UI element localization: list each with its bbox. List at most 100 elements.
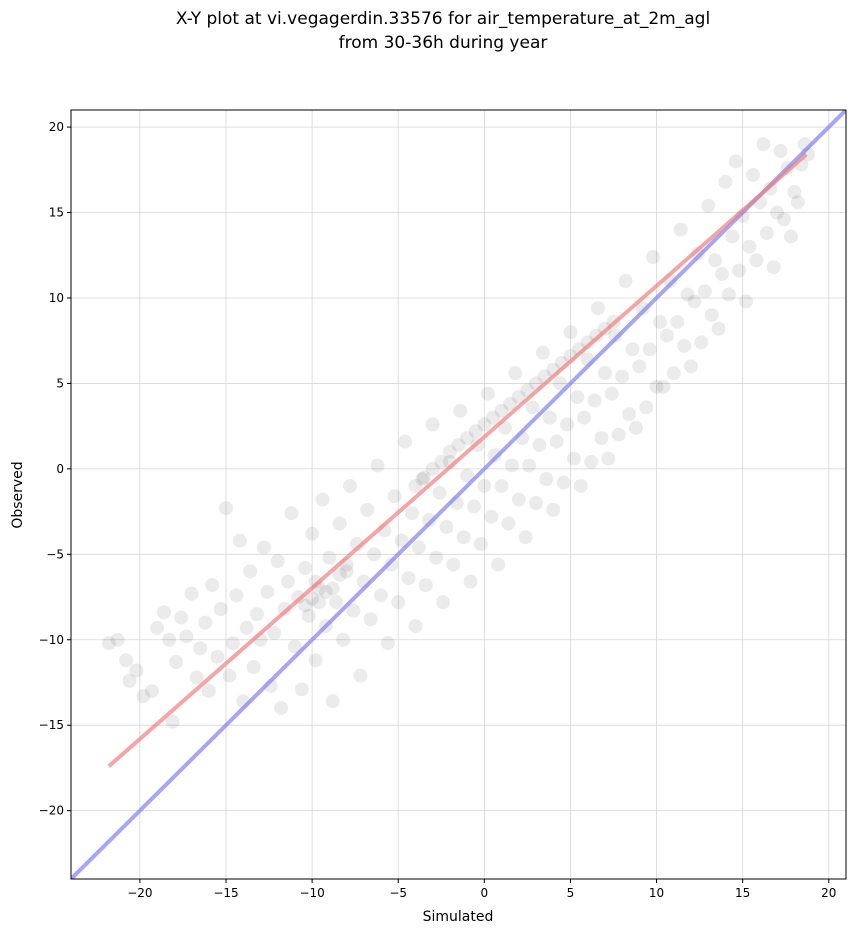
scatter-point: [494, 478, 509, 493]
scatter-point: [529, 496, 543, 511]
scatter-point: [749, 253, 764, 268]
scatter-point: [704, 308, 719, 323]
scatter-point: [589, 328, 604, 343]
scatter-point: [411, 540, 426, 555]
x-tick-label: −15: [213, 886, 238, 900]
scatter-point: [542, 410, 557, 425]
scatter-point: [250, 607, 264, 622]
scatter-point: [494, 403, 509, 418]
scatter-point: [553, 376, 568, 391]
scatter-point: [329, 595, 344, 610]
scatter-point: [535, 345, 550, 360]
scatter-point: [205, 578, 220, 593]
scatter-point: [618, 273, 633, 288]
scatter-point: [425, 417, 440, 432]
scatter-point: [184, 586, 199, 601]
scatter-point: [318, 584, 333, 599]
scatter-point: [511, 390, 526, 405]
scatter-point: [222, 668, 237, 683]
scatter-point: [577, 410, 592, 425]
scatter-point: [580, 335, 595, 350]
scatter-point: [432, 485, 447, 500]
scatter-point: [653, 314, 667, 329]
scatter-point: [387, 489, 402, 504]
scatter-point: [477, 478, 492, 493]
scatter-point: [189, 670, 204, 685]
scatter-point: [615, 369, 630, 384]
scatter-point: [708, 253, 723, 268]
scatter-point: [239, 620, 254, 635]
scatter-point: [308, 653, 323, 668]
scatter-point: [701, 198, 716, 213]
scatter-point: [446, 557, 461, 572]
scatter-point: [635, 301, 650, 316]
x-tick-label: 5: [567, 886, 575, 900]
scatter-point: [225, 636, 240, 651]
scatter-point: [480, 386, 495, 401]
scatter-point: [179, 629, 194, 644]
scatter-point: [573, 478, 588, 493]
scatter-point: [611, 427, 626, 442]
scatter-point: [281, 574, 295, 589]
chart-title-line1: X-Y plot at vi.vegagerdin.33576 for air_…: [176, 9, 710, 29]
scatter-point: [374, 588, 388, 603]
scatter-point: [721, 287, 736, 302]
scatter-point: [522, 458, 537, 473]
y-tick-label: 20: [49, 120, 64, 134]
scatter-point: [136, 689, 151, 704]
scatter-point: [715, 267, 729, 282]
scatter-point: [287, 639, 302, 654]
y-axis-ticks: −20 −15 −10 −5 0 5 10 15 20: [39, 120, 71, 818]
scatter-point: [363, 612, 378, 627]
y-axis-label: Observed: [10, 461, 26, 528]
plot-frame: [70, 109, 847, 880]
scatter-point: [367, 547, 382, 562]
scatter-point: [298, 598, 313, 613]
scatter-point: [566, 451, 581, 466]
scatter-point: [484, 509, 499, 524]
scatter-point: [477, 417, 492, 432]
scatter-point: [353, 668, 368, 683]
scatter-point: [144, 684, 159, 699]
scatter-point: [460, 468, 475, 483]
scatter-point: [110, 632, 125, 647]
scatter-point: [243, 564, 258, 579]
scatter-point: [408, 619, 423, 634]
scatter-point: [777, 212, 791, 227]
scatter-point: [485, 410, 500, 425]
scatter-point: [456, 530, 471, 545]
scatter-point: [339, 564, 354, 579]
data-points: [101, 137, 816, 729]
scatter-point: [532, 437, 547, 452]
scatter-point: [501, 516, 516, 531]
scatter-point: [546, 502, 561, 517]
y-tick-label: −15: [39, 718, 64, 732]
scatter-point: [694, 335, 709, 350]
scatter-point: [460, 431, 475, 446]
x-axis-label: Simulated: [423, 909, 494, 925]
scatter-point: [277, 601, 292, 616]
scatter-point: [308, 574, 323, 589]
scatter-point: [646, 249, 661, 264]
scatter-point: [193, 641, 208, 656]
scatter-point: [174, 610, 189, 625]
y-tick-label: 15: [49, 206, 64, 220]
scatter-point: [332, 516, 347, 531]
scatter-point: [384, 557, 399, 572]
scatter-point: [670, 314, 685, 329]
scatter-point: [770, 205, 785, 220]
scatter-point: [122, 673, 137, 688]
scatter-point: [451, 437, 466, 452]
scatter-point: [210, 649, 225, 664]
scatter-point: [408, 478, 423, 493]
chart-title-line2: from 30-36h during year: [339, 33, 548, 53]
scatter-point: [594, 431, 609, 446]
x-tick-label: 15: [735, 886, 750, 900]
scatter-point: [491, 557, 506, 572]
scatter-point: [539, 472, 554, 487]
scatter-point: [725, 229, 740, 244]
scatter-point: [473, 537, 488, 552]
scatter-point: [525, 400, 540, 415]
y-tick-label: 5: [56, 376, 64, 390]
scatter-point: [728, 154, 743, 169]
